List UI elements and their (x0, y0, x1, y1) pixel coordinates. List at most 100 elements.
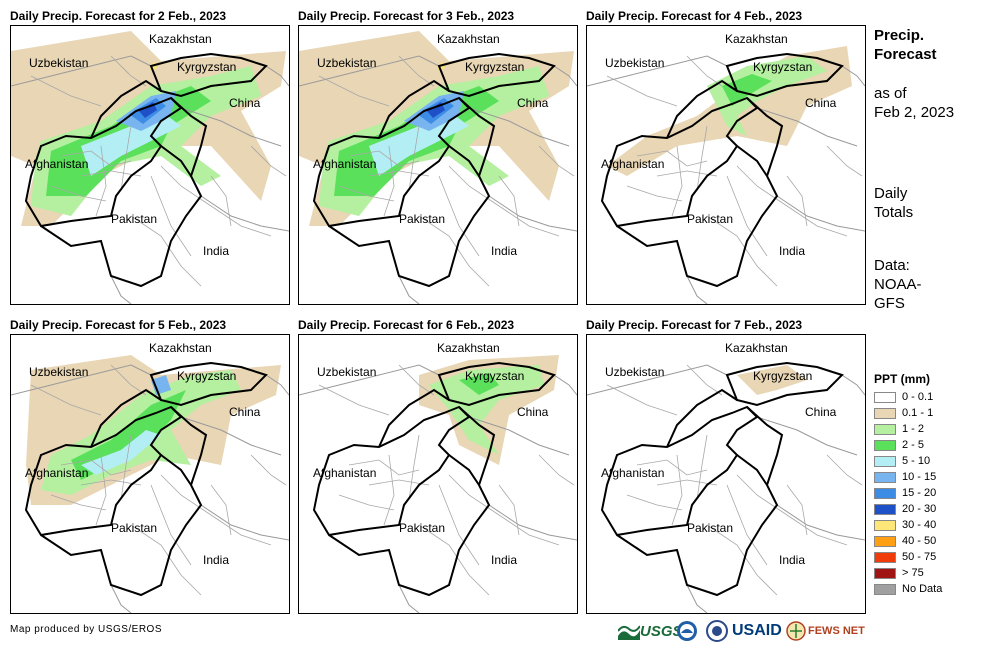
country-label-kyrgyzstan: Kyrgyzstan (177, 369, 237, 383)
admin-boundary (383, 145, 395, 217)
legend-label: 40 - 50 (902, 535, 937, 547)
legend-swatch (874, 424, 896, 435)
legend-swatch (874, 392, 896, 403)
country-label-kyrgyzstan: Kyrgyzstan (177, 60, 237, 74)
country-label-kazakhstan: Kazakhstan (437, 32, 500, 46)
country-border-gray (488, 195, 577, 232)
country-border-gray (756, 416, 858, 456)
legend-label: No Data (902, 583, 943, 595)
admin-boundary (250, 145, 287, 177)
admin-boundary (438, 484, 480, 566)
country-label-india: India (779, 553, 806, 567)
country-label-kyrgyzstan: Kyrgyzstan (465, 369, 525, 383)
admin-boundary (160, 165, 272, 237)
precip-area (429, 365, 544, 455)
admin-boundary (626, 494, 683, 511)
admin-boundary (686, 55, 723, 87)
country-label-kazakhstan: Kazakhstan (725, 341, 788, 355)
admin-boundary (736, 165, 848, 237)
panel-title-6: Daily Precip. Forecast for 7 Feb., 2023 (586, 318, 803, 332)
usaid-logo-text: USAID (732, 622, 782, 639)
country-border-gray (841, 374, 865, 396)
country-border-gray (468, 416, 570, 456)
admin-boundary (606, 384, 678, 416)
admin-boundary (30, 75, 102, 107)
noaa-seal-icon (677, 621, 697, 641)
admin-boundary (318, 75, 390, 107)
country-border (616, 454, 779, 597)
admin-boundary (110, 364, 147, 396)
fewsnet-globe-icon (786, 621, 806, 641)
panel-title-4: Daily Precip. Forecast for 5 Feb., 2023 (10, 318, 227, 332)
precip-area (722, 74, 772, 106)
country-border-gray (398, 275, 420, 304)
legend-swatch (874, 472, 896, 483)
admin-boundary (120, 434, 132, 501)
admin-boundary (50, 185, 107, 202)
map-canvas (587, 46, 865, 304)
country-label-china: China (229, 405, 261, 419)
country-border-gray (110, 275, 132, 304)
country-border-gray (200, 504, 289, 541)
country-label-kyrgyzstan: Kyrgyzstan (753, 60, 813, 74)
seal-icon (706, 620, 728, 642)
country-label-india: India (779, 244, 806, 258)
admin-boundary (210, 484, 232, 536)
country-border (600, 405, 759, 537)
legend-label: 50 - 75 (902, 551, 937, 563)
legend-swatch (874, 584, 896, 595)
precip-area (81, 430, 161, 475)
country-border (312, 96, 471, 228)
country-label-china: China (229, 96, 261, 110)
legend-swatch (874, 536, 896, 547)
country-border (90, 388, 162, 448)
country-label-india: India (203, 244, 230, 258)
country-label-china: China (517, 405, 549, 419)
country-border (746, 406, 784, 486)
admin-boundary (418, 215, 490, 287)
legend-label: 20 - 30 (902, 503, 937, 515)
country-label-kazakhstan: Kazakhstan (149, 32, 212, 46)
country-border-gray (776, 195, 865, 232)
admin-boundary (318, 384, 390, 416)
legend-title: PPT (mm) (874, 372, 931, 386)
admin-boundary (626, 185, 683, 202)
admin-boundary (80, 170, 142, 177)
country-label-china: China (805, 96, 837, 110)
noaa-logo (676, 620, 698, 642)
admin-boundary (826, 454, 863, 486)
country-border (170, 97, 208, 177)
asof-label: as of (874, 85, 907, 102)
country-label-afghanistan: Afghanistan (601, 157, 665, 171)
country-border-gray (686, 584, 708, 613)
admin-boundary (150, 484, 192, 566)
admin-boundary (368, 170, 430, 177)
legend-label: 15 - 20 (902, 487, 937, 499)
legend-swatch (874, 456, 896, 467)
country-border-gray (841, 65, 865, 87)
admin-boundary (398, 364, 435, 396)
admin-boundary (60, 459, 132, 476)
legend-label: 30 - 40 (902, 519, 937, 531)
admin-boundary (696, 125, 708, 192)
panel-title-5: Daily Precip. Forecast for 6 Feb., 2023 (298, 318, 515, 332)
admin-boundary (398, 55, 435, 87)
credit-text: Map produced by USGS/EROS (10, 624, 163, 635)
country-label-uzbekistan: Uzbekistan (29, 56, 89, 70)
country-border (40, 145, 203, 288)
legend-label: 2 - 5 (902, 439, 925, 451)
precip-area (459, 373, 499, 395)
country-label-kazakhstan: Kazakhstan (149, 341, 212, 355)
country-label-china: China (805, 405, 837, 419)
country-border (149, 361, 268, 407)
agency-seal (706, 620, 728, 642)
map-canvas (299, 355, 577, 613)
country-border (600, 96, 759, 228)
country-label-afghanistan: Afghanistan (601, 466, 665, 480)
country-label-uzbekistan: Uzbekistan (29, 365, 89, 379)
country-label-uzbekistan: Uzbekistan (317, 365, 377, 379)
country-border (666, 79, 738, 139)
admin-boundary (160, 474, 272, 546)
admin-boundary (438, 175, 480, 257)
admin-boundary (786, 175, 808, 227)
